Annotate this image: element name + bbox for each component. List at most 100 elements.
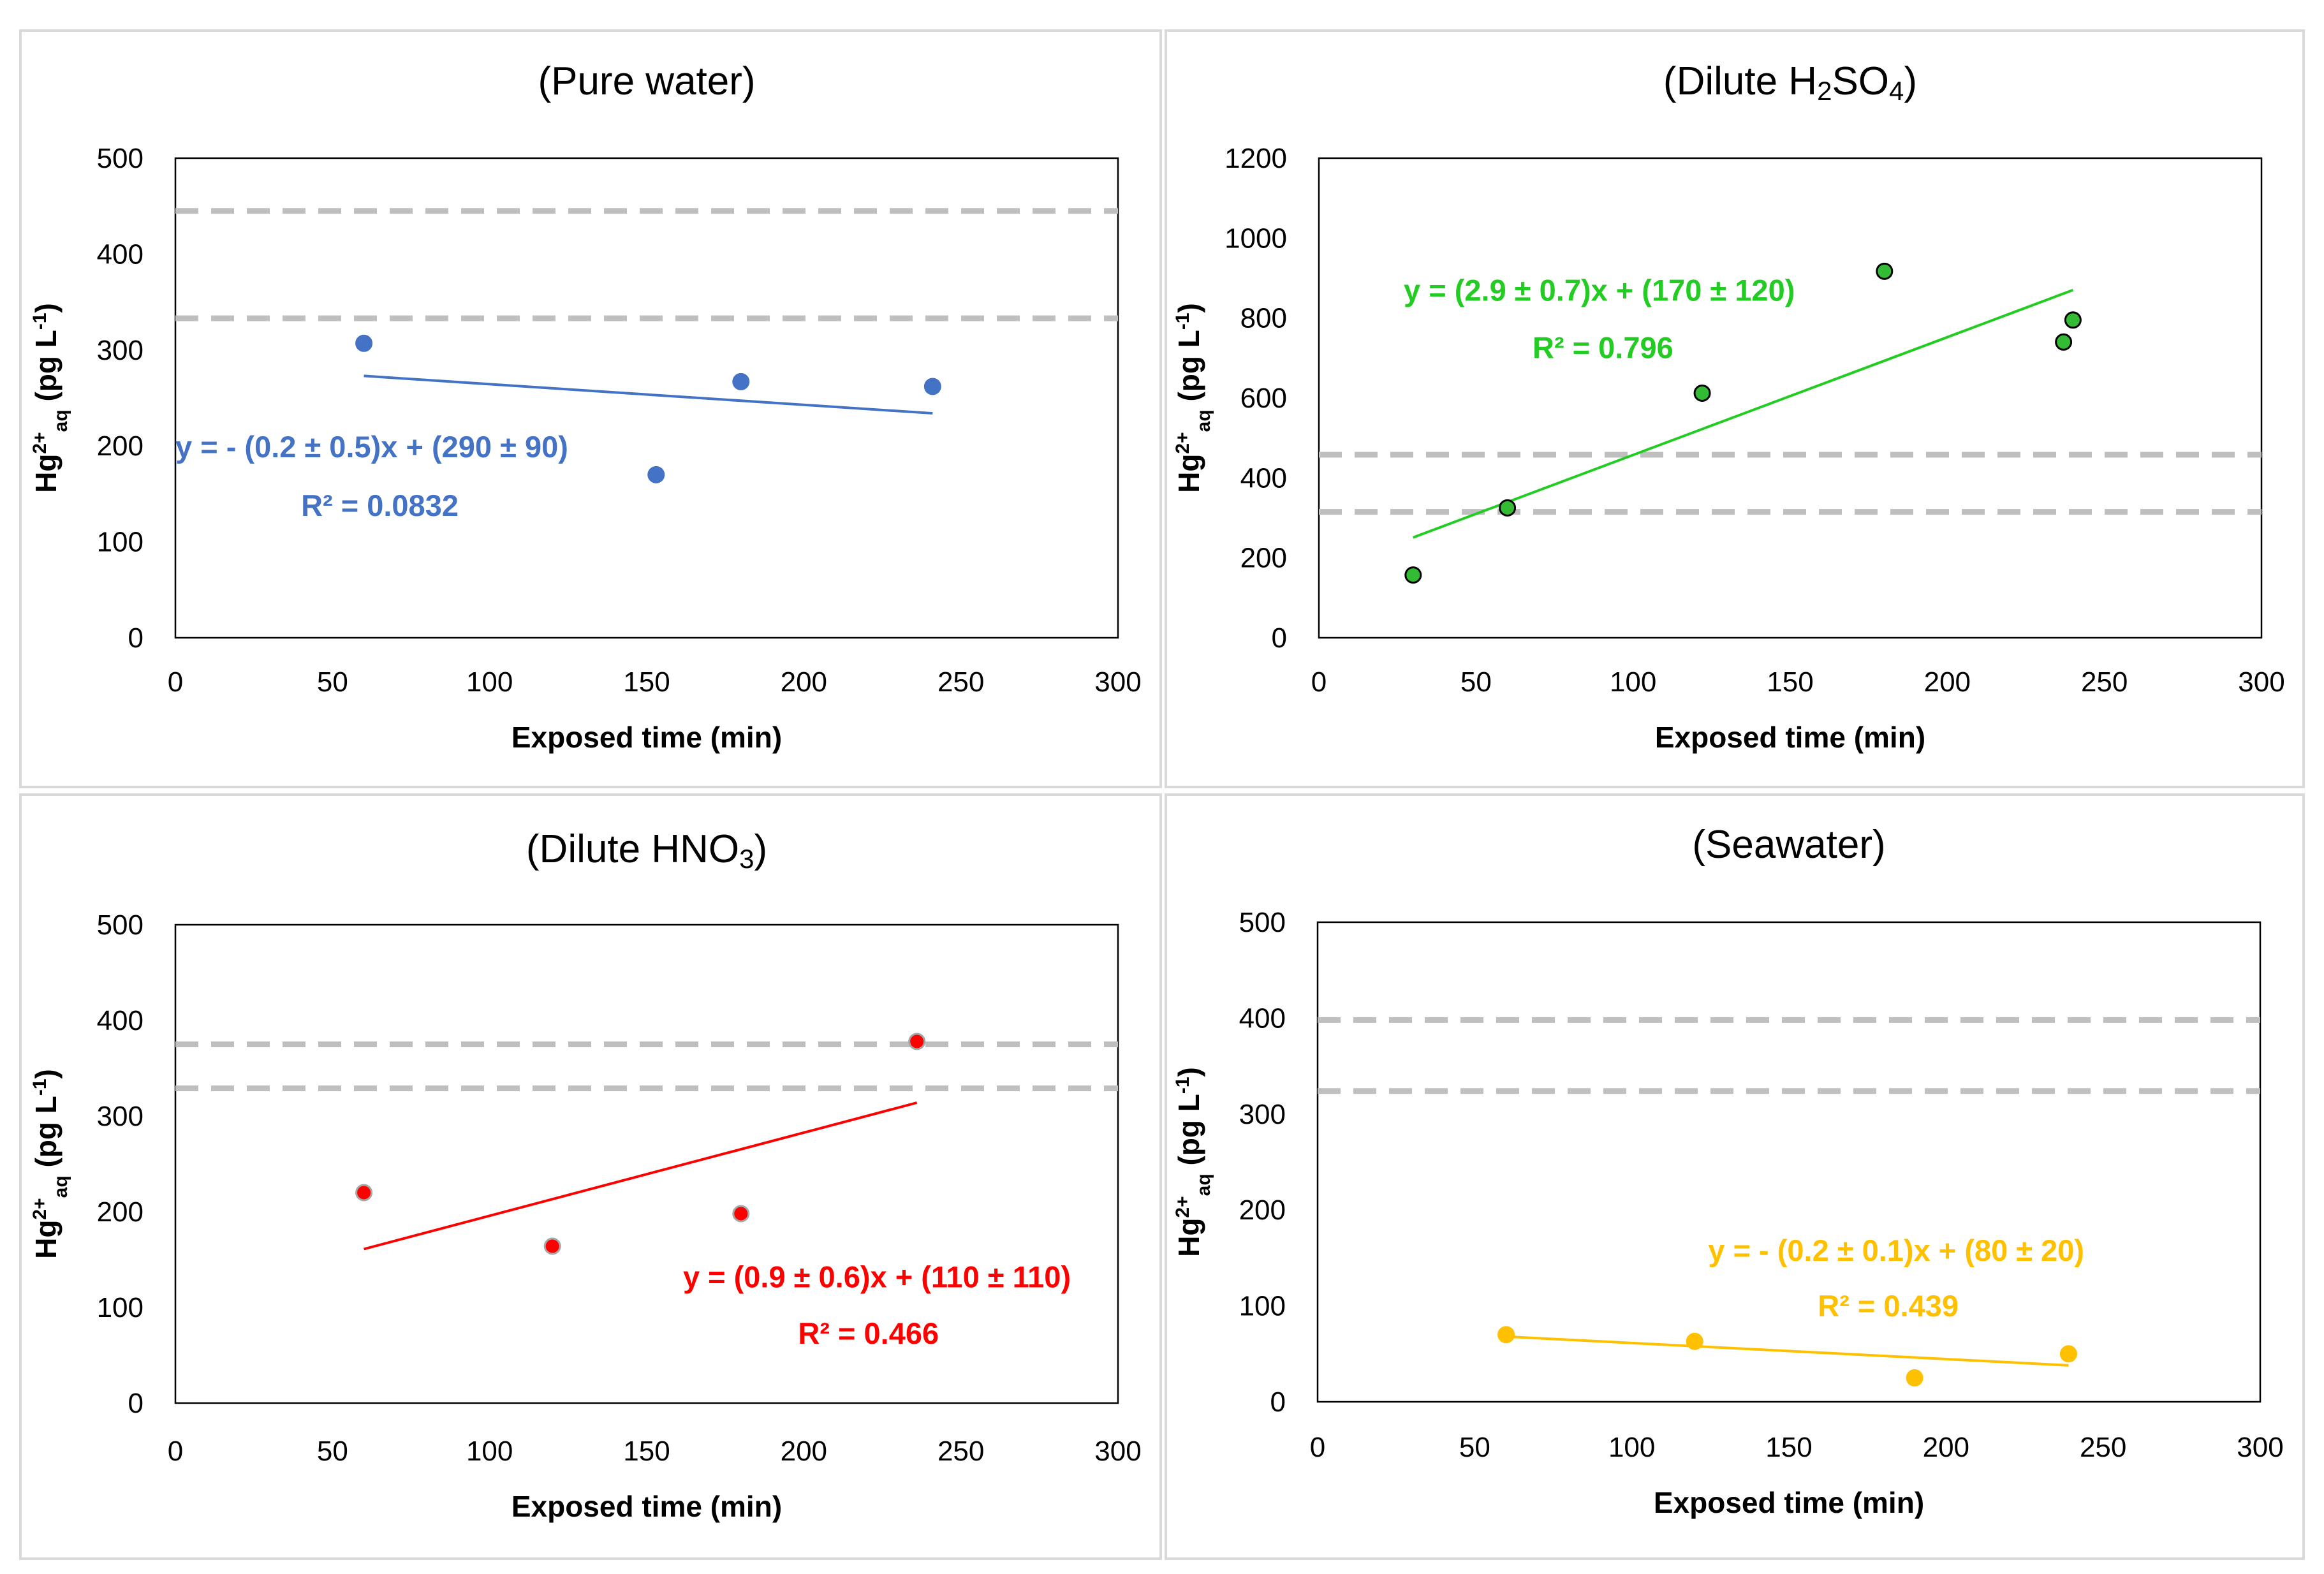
x-tick-label: 300 xyxy=(1094,1436,1141,1467)
y-tick-label: 600 xyxy=(1240,383,1287,414)
x-tick-label: 250 xyxy=(2081,666,2128,698)
y-axis-title: Hg2+aq (pg L-1) xyxy=(29,1069,71,1259)
x-tick-label: 150 xyxy=(623,1436,670,1467)
panel-border xyxy=(19,793,1162,1560)
data-point xyxy=(923,378,941,395)
panel-border xyxy=(1165,29,2305,788)
panel-border xyxy=(1165,793,2305,1560)
data-point xyxy=(1693,384,1711,402)
y-tick-label: 300 xyxy=(1239,1099,1286,1130)
x-tick-label: 250 xyxy=(2080,1432,2126,1463)
data-point xyxy=(355,334,373,352)
x-tick-label: 200 xyxy=(781,1436,827,1467)
r-squared-label: R² = 0.439 xyxy=(1818,1289,1959,1323)
plot-area xyxy=(1318,157,2263,639)
chart-title: (Dilute H2SO4) xyxy=(1663,59,1917,106)
y-tick-label: 300 xyxy=(97,335,143,366)
data-point xyxy=(1404,566,1422,584)
data-point xyxy=(2059,1345,2077,1363)
y-tick-label: 200 xyxy=(97,430,143,462)
y-tick-label: 200 xyxy=(97,1196,143,1228)
trendline xyxy=(1506,1335,2069,1367)
x-tick-label: 200 xyxy=(1923,1432,1969,1463)
y-tick-label: 100 xyxy=(97,1292,143,1323)
chart-panel: (Dilute H2SO4) 0 200 400 600 800 1000 1200 0 50 10… xyxy=(1165,29,2305,788)
y-tick-label: 1000 xyxy=(1225,223,1287,254)
plot-area xyxy=(174,923,1119,1404)
x-tick-label: 100 xyxy=(1610,666,1656,698)
y-tick-label: 0 xyxy=(128,622,143,654)
x-axis-title: Exposed time (min) xyxy=(1655,721,1925,754)
x-tick-label: 150 xyxy=(1767,666,1813,698)
y-tick-label: 500 xyxy=(97,909,143,941)
y-tick-label: 400 xyxy=(1239,1003,1286,1034)
x-tick-label: 100 xyxy=(466,666,513,698)
data-point xyxy=(1497,1326,1515,1344)
trendline-equation: y = (0.9 ± 0.6)x + (110 ± 110) xyxy=(683,1260,1071,1294)
x-tick-label: 150 xyxy=(623,666,670,698)
chart-panel: (Dilute HNO3) 0 100 200 300 400 500 0 50 100 150 20… xyxy=(19,793,1162,1560)
chart-title: (Pure water) xyxy=(538,59,755,103)
y-tick-label: 300 xyxy=(97,1101,143,1132)
x-tick-label: 300 xyxy=(2238,666,2284,698)
x-tick-label: 250 xyxy=(938,1436,984,1467)
trendline-equation: y = - (0.2 ± 0.5)x + (290 ± 90) xyxy=(175,430,568,464)
data-point xyxy=(1499,499,1517,517)
x-axis-title: Exposed time (min) xyxy=(511,721,782,754)
data-point xyxy=(732,372,750,390)
data-point xyxy=(2064,311,2082,329)
r-squared-label: R² = 0.796 xyxy=(1533,330,1673,364)
x-tick-label: 0 xyxy=(1311,666,1327,698)
x-axis-title: Exposed time (min) xyxy=(511,1490,782,1523)
x-axis-title: Exposed time (min) xyxy=(1654,1486,1924,1519)
x-tick-label: 100 xyxy=(1608,1432,1655,1463)
data-point xyxy=(732,1205,750,1223)
y-axis-title: Hg2+aq (pg L-1) xyxy=(1172,303,1214,493)
plot-area xyxy=(174,157,1119,639)
plot-area xyxy=(1316,921,2261,1403)
x-tick-label: 250 xyxy=(938,666,984,698)
data-point xyxy=(647,466,665,483)
trendline xyxy=(364,374,933,415)
x-tick-label: 0 xyxy=(168,666,183,698)
y-tick-label: 200 xyxy=(1240,543,1287,574)
y-tick-label: 800 xyxy=(1240,303,1287,334)
x-tick-label: 50 xyxy=(1459,1432,1490,1463)
y-tick-label: 400 xyxy=(97,1005,143,1036)
x-tick-label: 300 xyxy=(1094,666,1141,698)
data-point xyxy=(355,1184,373,1202)
y-tick-label: 0 xyxy=(1272,622,1287,654)
trendline xyxy=(1413,288,2074,539)
y-tick-label: 100 xyxy=(97,527,143,558)
chart-title: (Dilute HNO3) xyxy=(526,827,767,874)
data-point xyxy=(543,1237,561,1255)
trendline-equation: y = (2.9 ± 0.7)x + (170 ± 120) xyxy=(1404,274,1795,307)
x-tick-label: 50 xyxy=(317,666,348,698)
x-tick-label: 50 xyxy=(317,1436,348,1467)
x-tick-label: 200 xyxy=(781,666,827,698)
chart-panel: (Seawater) 0 100 200 300 400 500 0 50 100 150 200 25… xyxy=(1165,793,2305,1560)
x-tick-label: 150 xyxy=(1765,1432,1812,1463)
chart-title: (Seawater) xyxy=(1692,823,1885,867)
trendline xyxy=(364,1101,918,1251)
y-tick-label: 200 xyxy=(1239,1195,1286,1226)
trendline-equation: y = - (0.2 ± 0.1)x + (80 ± 20) xyxy=(1708,1233,2084,1267)
chart-panel: (Pure water) 0 100 200 300 400 500 0 50 100 150 200… xyxy=(19,29,1162,788)
y-axis-title: Hg2+aq (pg L-1) xyxy=(1172,1067,1214,1257)
data-point xyxy=(2055,333,2073,351)
y-tick-label: 500 xyxy=(97,143,143,174)
r-squared-label: R² = 0.0832 xyxy=(301,489,459,522)
y-axis-title: Hg2+aq (pg L-1) xyxy=(29,303,71,493)
data-point xyxy=(1686,1332,1703,1350)
data-point xyxy=(1876,262,1894,280)
data-point xyxy=(908,1033,926,1050)
y-tick-label: 0 xyxy=(128,1388,143,1419)
x-tick-label: 300 xyxy=(2237,1432,2283,1463)
x-tick-label: 50 xyxy=(1460,666,1492,698)
y-tick-label: 500 xyxy=(1239,907,1286,938)
x-tick-label: 0 xyxy=(1310,1432,1325,1463)
data-point xyxy=(1906,1369,1923,1386)
x-tick-label: 0 xyxy=(168,1436,183,1467)
y-tick-label: 100 xyxy=(1239,1291,1286,1322)
